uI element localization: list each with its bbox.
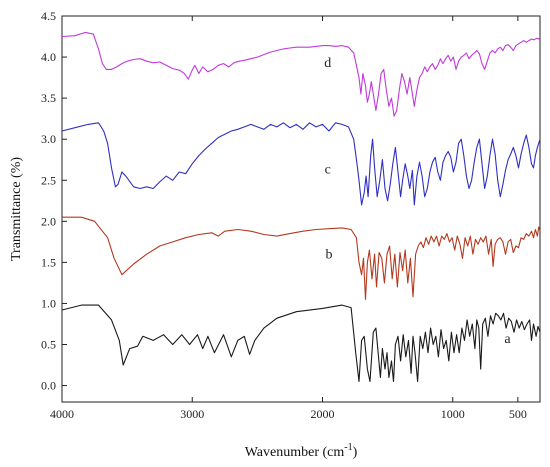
series-label-d: d bbox=[324, 56, 331, 71]
y-tick-label: 3.5 bbox=[41, 91, 56, 105]
y-tick-label: 3.0 bbox=[41, 132, 56, 146]
axis-tick-labels: 4000 3000 2000 1000 500 0.0 0.5 1.0 1.5 2.0 2.5 3.0… bbox=[41, 9, 527, 421]
series-label-c: c bbox=[325, 163, 331, 178]
y-tick-label: 1.5 bbox=[41, 255, 56, 269]
y-axis-title: Transmittance (%) bbox=[9, 157, 24, 261]
y-tick-label: 1.0 bbox=[41, 296, 56, 310]
x-axis-title: Wavenumber (cm-1) bbox=[245, 442, 358, 460]
x-tick-label: 500 bbox=[509, 407, 527, 421]
plot-frame bbox=[61, 15, 541, 403]
y-tick-label: 2.5 bbox=[41, 173, 56, 187]
x-tick-label: 2000 bbox=[310, 407, 334, 421]
y-tick-label: 2.0 bbox=[41, 214, 56, 228]
x-tick-label: 4000 bbox=[50, 407, 74, 421]
spectrum-line-a bbox=[61, 304, 541, 383]
spectrum-line-b bbox=[62, 216, 541, 300]
x-tick-label: 1000 bbox=[441, 407, 465, 421]
y-tick-label: 4.0 bbox=[41, 50, 56, 64]
spectrum-line-c bbox=[61, 122, 541, 206]
series-labels: a b c d bbox=[324, 56, 511, 347]
series-label-b: b bbox=[326, 247, 333, 262]
y-tick-label: 4.5 bbox=[41, 9, 56, 23]
axis-ticks bbox=[61, 15, 519, 402]
series-label-a: a bbox=[504, 332, 511, 347]
spectra-series bbox=[61, 31, 541, 383]
spectrum-line-d bbox=[61, 31, 541, 117]
y-tick-label: 0.5 bbox=[41, 338, 56, 352]
y-tick-label: 0.0 bbox=[41, 379, 56, 393]
x-tick-label: 3000 bbox=[180, 407, 204, 421]
